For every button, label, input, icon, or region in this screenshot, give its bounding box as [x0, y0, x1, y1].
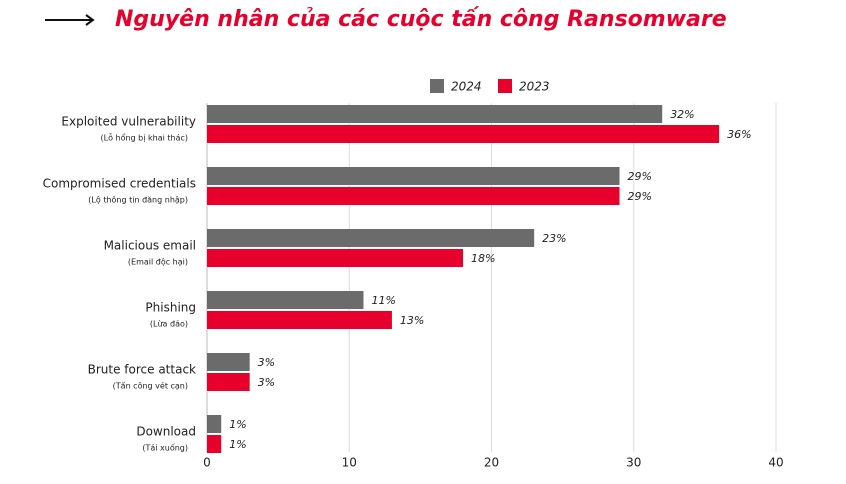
category-label: Phishing: [145, 301, 196, 315]
value-label: 23%: [542, 232, 566, 245]
x-tick-label: 10: [342, 456, 357, 470]
category-sublabel: (Lỗ hổng bị khai thác): [100, 133, 188, 144]
bar: [207, 249, 464, 267]
value-label: 3%: [258, 376, 275, 389]
chart-title: Nguyên nhân của các cuộc tấn công Ransom…: [115, 7, 727, 32]
category-label: Exploited vulnerability: [61, 115, 196, 129]
bar: [207, 353, 250, 371]
category-sublabel: (Tấn công vét cạn): [113, 381, 188, 392]
category-sublabel: (Email độc hại): [128, 257, 188, 268]
x-tick-label: 30: [626, 456, 641, 470]
x-tick-label: 0: [203, 456, 211, 470]
bar: [207, 167, 620, 185]
category-label: Malicious email: [104, 239, 196, 253]
legend-swatch: [430, 79, 444, 93]
bar: [207, 435, 222, 453]
value-label: 36%: [727, 128, 751, 141]
category-label: Download: [136, 425, 196, 439]
category-label: Brute force attack: [88, 363, 196, 377]
category-sublabel: (Lừa đảo): [150, 319, 188, 329]
bar: [207, 291, 364, 309]
value-label: 11%: [371, 294, 395, 307]
value-label: 18%: [471, 252, 495, 265]
x-tick-label: 20: [484, 456, 499, 470]
x-tick-label: 40: [768, 456, 783, 470]
bar: [207, 373, 250, 391]
value-label: 29%: [628, 170, 652, 183]
title-arrow-head: [85, 14, 95, 26]
category-label: Compromised credentials: [43, 177, 196, 191]
bar: [207, 125, 720, 143]
bar: [207, 311, 392, 329]
bar: [207, 187, 620, 205]
bar: [207, 229, 535, 247]
bar: [207, 415, 222, 433]
value-label: 13%: [400, 314, 424, 327]
category-sublabel: (Tải xuống): [142, 443, 188, 453]
legend-swatch: [498, 79, 512, 93]
category-sublabel: (Lộ thông tin đăng nhập): [88, 195, 188, 206]
value-label: 1%: [229, 418, 246, 431]
value-label: 32%: [670, 108, 694, 121]
legend-label: 2023: [519, 80, 550, 94]
value-label: 29%: [628, 190, 652, 203]
value-label: 3%: [258, 356, 275, 369]
legend-label: 2024: [451, 80, 482, 94]
value-label: 1%: [229, 438, 246, 451]
bar: [207, 105, 663, 123]
